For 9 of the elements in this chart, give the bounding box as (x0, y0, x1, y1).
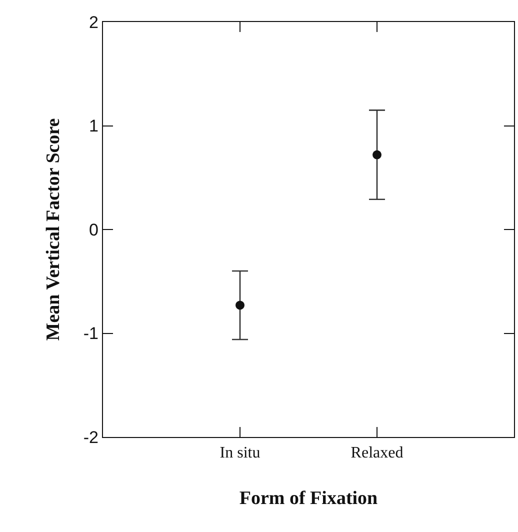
y-tick-label: 1 (88, 116, 98, 136)
x-axis-title: Form of Fixation (239, 488, 378, 510)
x-tick-label: Relaxed (350, 444, 404, 462)
y-tick-label: 0 (88, 220, 98, 240)
y-tick-label: -2 (83, 428, 98, 447)
y-axis-title: Mean Vertical Factor Score (43, 118, 64, 341)
y-tick-label: -1 (83, 324, 98, 344)
y-tick-label: 2 (88, 12, 98, 32)
x-tick-label: In situ (220, 444, 260, 462)
